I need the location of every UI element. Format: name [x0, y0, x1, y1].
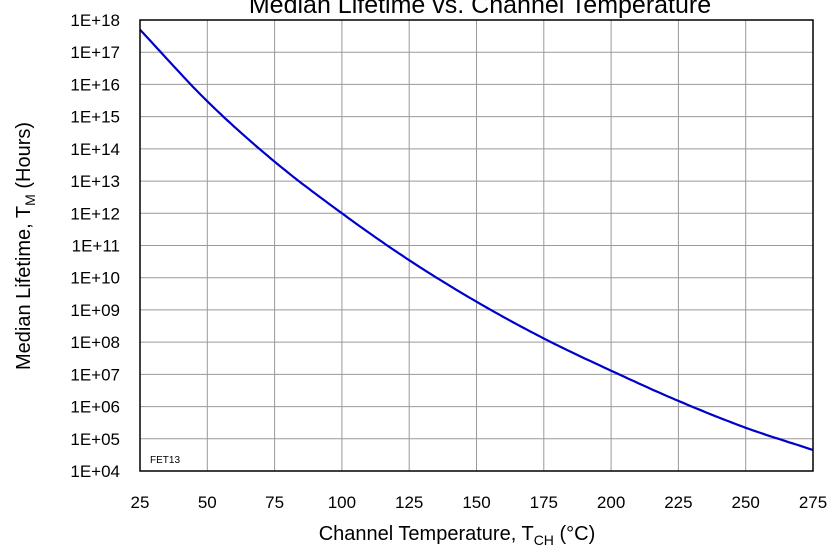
x-tick-label: 75: [265, 493, 284, 512]
y-tick-label: 1E+10: [70, 269, 120, 288]
y-axis-label-tail: (Hours): [13, 122, 35, 194]
y-tick-label: 1E+18: [70, 11, 120, 30]
x-tick-label: 125: [395, 493, 423, 512]
fet-annotation: FET13: [150, 455, 180, 466]
y-axis-label-sub: M: [22, 194, 38, 206]
chart-title: Median Lifetime vs. Channel Temperature: [249, 0, 711, 19]
y-axis-label: Median Lifetime, TM (Hours): [13, 122, 38, 370]
y-tick-label: 1E+12: [70, 204, 120, 223]
x-tick-label: 225: [664, 493, 692, 512]
x-axis-label-tail: (°C): [554, 523, 595, 545]
x-axis-label: Channel Temperature, TCH (°C): [319, 523, 596, 548]
y-tick-label: 1E+17: [70, 43, 120, 62]
x-tick-label: 50: [198, 493, 217, 512]
y-tick-label: 1E+11: [72, 237, 120, 256]
y-tick-label: 1E+16: [70, 75, 120, 94]
x-tick-label: 150: [462, 493, 490, 512]
series-line: [139, 28, 814, 452]
x-tick-label: 275: [799, 493, 827, 512]
y-axis-label-main: Median Lifetime, T: [13, 206, 35, 370]
y-tick-label: 1E+15: [70, 108, 120, 127]
y-tick-label: 1E+08: [70, 333, 120, 352]
y-tick-label: 1E+07: [70, 365, 120, 384]
plot-area-border: [139, 19, 814, 472]
y-tick-label: 1E+06: [70, 398, 120, 417]
y-tick-label: 1E+13: [70, 172, 120, 191]
y-tick-label: 1E+05: [70, 430, 120, 449]
x-axis-label-sub: CH: [534, 532, 554, 548]
x-tick-label: 200: [597, 493, 625, 512]
x-tick-label: 100: [328, 493, 356, 512]
x-tick-label: 250: [732, 493, 760, 512]
x-axis-label-main: Channel Temperature, T: [319, 523, 534, 545]
x-tick-labels: 25 50 75 100 125 150 175 200 225 250 275: [131, 493, 828, 512]
series-lines: [139, 28, 814, 452]
y-tick-label: 1E+04: [70, 462, 120, 481]
y-tick-label: 1E+09: [70, 301, 120, 320]
y-tick-label: 1E+14: [70, 140, 120, 159]
grid: [140, 20, 813, 471]
y-tick-labels: 1E+04 1E+05 1E+06 1E+07 1E+08 1E+09 1E+10 1E+11…: [70, 11, 120, 481]
x-tick-label: 175: [530, 493, 558, 512]
x-tick-label: 25: [131, 493, 150, 512]
